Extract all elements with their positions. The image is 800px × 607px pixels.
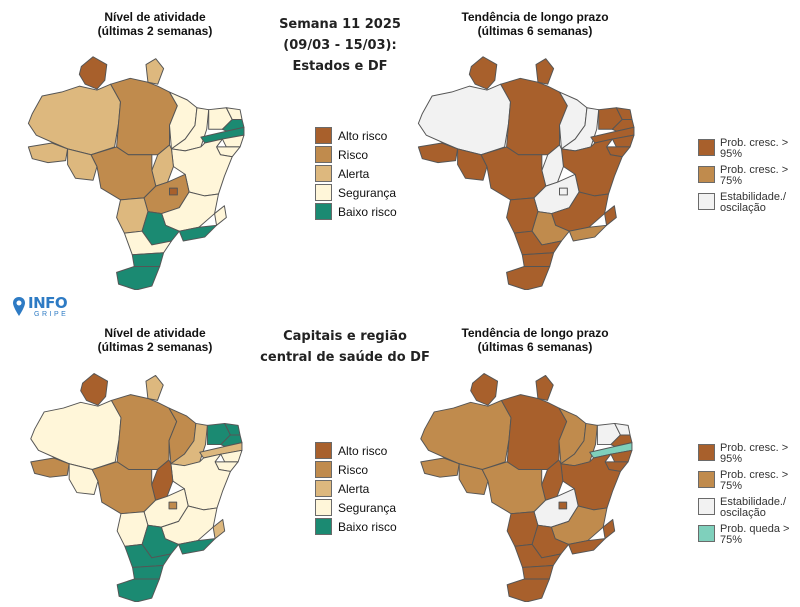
center-title-bottom: Capitais e região central de saúde do DF bbox=[260, 329, 430, 365]
center-title-top: Semana 11 2025 (09/03 - 15/03): Estados e … bbox=[279, 17, 401, 74]
state-ac bbox=[30, 457, 70, 478]
brazil-activity-map-bottom bbox=[30, 373, 243, 602]
trend-map-title-bottom: Tendência de longo prazo (últimas 6 seman… bbox=[461, 326, 609, 354]
legend-item-alto-risco: Alto risco bbox=[315, 126, 397, 145]
legend-item-alto-risco: Alto risco bbox=[315, 441, 397, 460]
state-df bbox=[169, 187, 178, 196]
state-rr bbox=[470, 373, 499, 406]
state-sc bbox=[522, 565, 554, 580]
trend-legend-top: Prob. cresc. > 95% Prob. cresc. > 75% Es… bbox=[698, 138, 792, 219]
state-rr bbox=[468, 56, 498, 90]
trend-map-title-top: Tendência de longo prazo (últimas 6 seman… bbox=[461, 10, 609, 38]
state-rr bbox=[78, 56, 108, 90]
map-pin-icon bbox=[13, 297, 25, 316]
state-pa bbox=[500, 394, 568, 470]
legend-item-prob-cresc-95: Prob. cresc. > 95% bbox=[698, 443, 792, 470]
legend-item-seguranca: Segurança bbox=[315, 183, 397, 202]
trend-legend-bottom: Prob. cresc. > 95% Prob. cresc. > 75% Es… bbox=[698, 443, 792, 551]
state-ac bbox=[417, 142, 459, 164]
state-ac bbox=[420, 457, 460, 478]
state-rs bbox=[506, 578, 550, 602]
state-es bbox=[214, 205, 227, 226]
legend-item-alerta: Alerta bbox=[315, 479, 397, 498]
state-rj bbox=[178, 538, 216, 555]
legend-item-risco: Risco bbox=[315, 145, 397, 164]
infogripe-logo: INFO GRIPE bbox=[12, 296, 68, 319]
state-mt bbox=[481, 461, 547, 515]
state-es bbox=[212, 518, 226, 540]
brazil-trend-map-top bbox=[417, 56, 635, 290]
state-pa bbox=[500, 77, 568, 156]
state-rs bbox=[506, 265, 551, 290]
activity-map-title-bottom: Nível de atividade (últimas 2 semanas) bbox=[97, 326, 213, 354]
state-rr bbox=[80, 373, 109, 406]
legend-item-prob-cresc-75: Prob. cresc. > 75% bbox=[698, 470, 792, 497]
legend-item-prob-cresc-95: Prob. cresc. > 95% bbox=[698, 138, 792, 165]
state-rj bbox=[178, 224, 218, 242]
activity-legend-bottom: Alto risco Risco Alerta Segurança Baixo … bbox=[315, 441, 397, 536]
activity-legend-top: Alto risco Risco Alerta Segurança Baixo … bbox=[315, 126, 397, 221]
logo-main-text: INFO bbox=[28, 294, 68, 312]
state-mt bbox=[480, 146, 547, 201]
state-ap bbox=[535, 58, 555, 85]
state-pa bbox=[110, 394, 178, 470]
legend-item-seguranca: Segurança bbox=[315, 498, 397, 517]
state-mt bbox=[90, 146, 157, 201]
state-sc bbox=[132, 565, 164, 580]
state-ap bbox=[535, 374, 554, 401]
state-mt bbox=[91, 461, 157, 515]
legend-item-estabilidade: Estabilidade./ oscilação bbox=[698, 497, 792, 524]
state-ap bbox=[145, 374, 164, 401]
state-ap bbox=[145, 58, 165, 85]
state-sc bbox=[521, 252, 555, 267]
brazil-trend-map-bottom bbox=[420, 373, 633, 602]
state-rj bbox=[568, 538, 606, 555]
state-rj bbox=[568, 224, 608, 242]
state-es bbox=[602, 518, 616, 540]
state-sc bbox=[131, 252, 165, 267]
state-pa bbox=[110, 77, 178, 156]
state-ac bbox=[27, 142, 69, 164]
state-es bbox=[604, 205, 617, 226]
state-rs bbox=[116, 265, 161, 290]
legend-item-baixo-risco: Baixo risco bbox=[315, 517, 397, 536]
state-rs bbox=[116, 578, 160, 602]
activity-map-title-top: Nível de atividade (últimas 2 semanas) bbox=[97, 10, 213, 38]
legend-item-prob-queda-75: Prob. queda > 75% bbox=[698, 524, 792, 551]
legend-item-baixo-risco: Baixo risco bbox=[315, 202, 397, 221]
state-df bbox=[168, 501, 178, 510]
legend-item-alerta: Alerta bbox=[315, 164, 397, 183]
legend-item-risco: Risco bbox=[315, 460, 397, 479]
state-df bbox=[558, 501, 568, 510]
legend-item-prob-cresc-75: Prob. cresc. > 75% bbox=[698, 165, 792, 192]
legend-item-estabilidade: Estabilidade./ oscilação bbox=[698, 192, 792, 219]
brazil-activity-map-top bbox=[27, 56, 245, 290]
logo-sub-text: GRIPE bbox=[34, 311, 69, 318]
state-df bbox=[559, 187, 568, 196]
